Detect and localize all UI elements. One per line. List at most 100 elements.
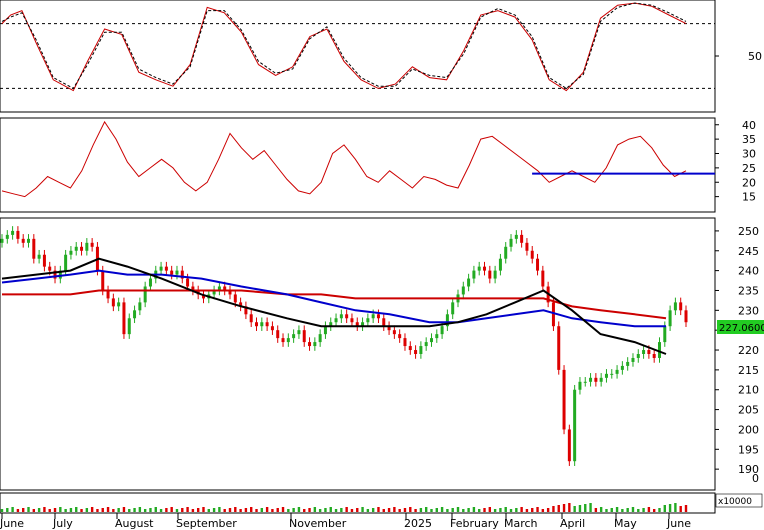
candle-body (228, 290, 232, 295)
candle-body (74, 246, 78, 251)
volume-bar (101, 508, 104, 512)
candle-body (626, 361, 630, 366)
candle-body (175, 270, 179, 275)
volume-bar (287, 509, 290, 512)
candle-body (339, 314, 343, 319)
candle-body (551, 302, 555, 327)
volume-bar (75, 507, 78, 512)
candle-body (355, 322, 359, 327)
candle-body (376, 314, 380, 319)
candle-body (514, 234, 518, 239)
volume-bar (647, 507, 651, 512)
candle-body (164, 266, 168, 271)
volume-bar (350, 509, 354, 512)
candle-body (520, 234, 524, 243)
candle-body (201, 294, 205, 299)
month-label: April (560, 517, 585, 530)
price-tick-label: 210 (738, 384, 759, 397)
volume-bar (541, 509, 545, 512)
candle-body (117, 302, 121, 307)
volume-bar (175, 509, 179, 512)
volume-bar (43, 507, 46, 512)
candle-body (657, 342, 661, 358)
candle-body (536, 258, 540, 271)
candle-body (32, 238, 36, 259)
volume-bar (419, 508, 423, 512)
candle-body (504, 246, 508, 259)
volume-bar (658, 508, 661, 512)
volume-bar (366, 509, 370, 512)
volume-bar (605, 509, 608, 512)
volume-bar (255, 509, 258, 512)
volume-bar (456, 507, 460, 512)
month-labels: June July August September November 2025 Febru… (0, 513, 691, 530)
candle-body (191, 286, 195, 291)
volume-bar (159, 509, 163, 512)
month-label: 2025 (404, 517, 432, 530)
volume-bar (212, 508, 216, 512)
volume-bar (403, 508, 407, 512)
volume-bar (303, 509, 306, 512)
candle-body (308, 342, 312, 347)
volume-bar (626, 508, 629, 512)
candle-body (467, 278, 471, 287)
candle-body (138, 302, 142, 311)
candle-body (599, 377, 603, 382)
month-label: August (115, 517, 154, 530)
volume-bar (271, 509, 274, 512)
candle-body (498, 258, 502, 271)
last-price-value: 227.0600 (719, 323, 764, 334)
volume-bar (483, 508, 486, 512)
volume-bar (546, 508, 550, 512)
volume-bar (186, 507, 189, 512)
volume-bar (610, 508, 613, 512)
last-price-tag: 227.0600 (717, 320, 764, 334)
candle-body (58, 270, 62, 279)
volume-bar (154, 507, 157, 512)
volume-bar (663, 505, 666, 512)
volume-bar (196, 508, 200, 512)
candle-body (371, 314, 375, 319)
candle-body (260, 322, 264, 327)
month-label: June (0, 517, 24, 530)
volume-bar (424, 507, 428, 512)
volume-layer (0, 503, 688, 512)
volume-bar (499, 508, 502, 512)
price-tick-label: 200 (738, 423, 759, 436)
adx-layer (1, 120, 715, 198)
candle-body (440, 326, 444, 335)
candle-body (21, 238, 25, 243)
candle-body (69, 250, 73, 255)
volume-bar (679, 506, 682, 512)
volume-bar (0, 509, 4, 512)
candle-body (170, 270, 174, 275)
candle-body (48, 266, 52, 271)
volume-bar (202, 507, 205, 512)
candle-body (127, 318, 131, 335)
candle-body (0, 238, 4, 243)
candle-body (297, 330, 301, 335)
volume-bar (239, 509, 242, 512)
volume-bar (22, 508, 25, 512)
candle-body (615, 369, 619, 374)
volume-bar (90, 507, 94, 512)
last-price-box (717, 320, 764, 334)
candle-body (445, 314, 449, 327)
volume-bar (478, 509, 481, 512)
volume-unit-box (715, 493, 763, 508)
volume-bar (440, 507, 444, 512)
volume-unit-tag: x10000 (715, 493, 763, 508)
volume-bar (377, 507, 380, 512)
volume-bar (568, 503, 571, 512)
volume-bar (472, 507, 476, 512)
candle-body (684, 310, 688, 323)
candle-body (334, 318, 338, 323)
candle-body (233, 294, 237, 303)
volume-bar (382, 509, 385, 512)
volume-bar (414, 509, 417, 512)
candle-body (212, 290, 216, 295)
volume-bar (106, 507, 110, 512)
volume-bar (515, 508, 518, 512)
volume-bar (594, 508, 598, 512)
